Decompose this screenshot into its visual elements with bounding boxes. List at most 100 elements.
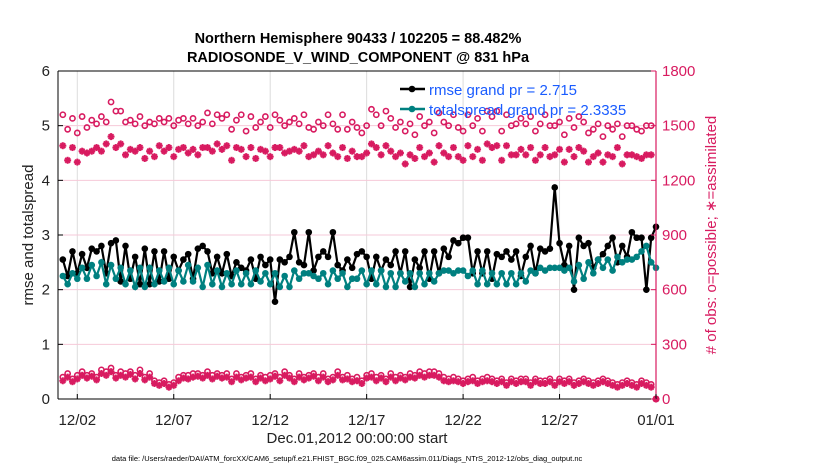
assimilated-marker	[204, 144, 211, 152]
assimilated-marker	[213, 140, 221, 148]
rmse-point	[64, 272, 71, 280]
rmse-point	[387, 261, 395, 269]
asterisk-stroke	[59, 377, 66, 384]
asterisk-stroke	[594, 149, 602, 157]
assimilated_lower-marker	[78, 371, 86, 379]
asterisk-stroke	[402, 160, 409, 168]
totalspread-point	[512, 280, 520, 288]
rmse-point	[372, 253, 380, 261]
possible-marker	[69, 114, 76, 122]
assimilated-marker	[223, 142, 231, 150]
possible-marker	[271, 111, 279, 119]
totalspread-point	[141, 283, 149, 291]
assimilated_lower-marker	[498, 378, 506, 386]
totalspread-point	[585, 259, 592, 266]
asterisk-stroke	[512, 151, 520, 158]
rmse-point	[570, 286, 578, 293]
assimilated-marker	[107, 133, 115, 141]
assimilated-marker	[411, 154, 419, 162]
assimilated-marker	[435, 142, 443, 150]
asterisk-stroke	[517, 146, 525, 153]
assimilated-marker	[464, 142, 472, 150]
rmse-point	[194, 245, 202, 252]
y2-axis-label: # of obs: o=possible; ∗=assimilated	[703, 116, 720, 355]
totalspread-point	[112, 275, 120, 283]
assimilated-marker	[584, 158, 592, 166]
totalspread-point	[551, 264, 559, 272]
possible-marker	[372, 111, 380, 119]
possible-marker	[199, 118, 207, 126]
legend-spread-marker	[408, 105, 416, 113]
assimilated-marker	[184, 149, 192, 157]
y2-tick-label: 300	[662, 336, 687, 353]
possible-marker	[421, 122, 428, 130]
y2-tick-label: 600	[662, 282, 687, 299]
assimilated-marker	[474, 145, 482, 153]
legend-rmse-label: rmse grand pr = 2.715	[429, 82, 577, 99]
totalspread-point	[353, 275, 361, 283]
totalspread-point	[508, 269, 515, 277]
rmse-point	[508, 256, 515, 263]
totalspread-point	[469, 267, 477, 274]
possible-marker	[464, 111, 472, 119]
assimilated-marker	[208, 147, 216, 155]
rmse-point	[411, 256, 419, 263]
asterisk-stroke	[271, 373, 279, 380]
assimilated_lower-marker	[199, 374, 207, 382]
possible-marker	[276, 116, 284, 124]
totalspread-point	[493, 280, 501, 288]
totalspread-point	[609, 267, 616, 274]
asterisk-stroke	[426, 149, 433, 157]
totalspread-point	[421, 280, 428, 288]
asterisk-stroke	[267, 153, 274, 160]
assimilated-marker	[295, 147, 303, 155]
possible-marker	[589, 125, 597, 133]
rmse-point	[131, 253, 139, 261]
possible-marker	[425, 118, 433, 126]
rmse-point	[107, 239, 115, 247]
possible-marker	[208, 120, 216, 128]
possible-marker	[503, 111, 510, 119]
asterisk-stroke	[170, 153, 177, 160]
asterisk-stroke	[551, 151, 558, 158]
asterisk-stroke	[392, 153, 399, 160]
asterisk-stroke	[406, 151, 414, 158]
assimilated-marker	[73, 158, 81, 166]
totalspread-point	[643, 242, 650, 250]
possible-marker	[257, 118, 264, 126]
possible-marker	[406, 120, 414, 128]
possible-marker	[565, 114, 573, 122]
asterisk-stroke	[363, 149, 370, 157]
possible-marker	[204, 109, 211, 117]
assimilated_lower-marker	[435, 373, 443, 381]
totalspread-point	[281, 272, 288, 280]
assimilated-marker	[531, 156, 539, 164]
asterisk-stroke	[643, 151, 650, 158]
asterisk-stroke	[479, 157, 486, 164]
possible-marker	[343, 125, 351, 133]
assimilated_lower-marker	[266, 375, 274, 383]
assimilated-marker	[59, 142, 67, 150]
rmse-point	[69, 248, 76, 255]
totalspread-point	[122, 280, 129, 288]
totalspread-point	[450, 269, 457, 277]
asterisk-stroke	[170, 382, 177, 389]
assimilated-marker	[536, 151, 544, 159]
asterisk-stroke	[450, 377, 457, 384]
asterisk-stroke	[141, 376, 148, 384]
asterisk-stroke	[103, 372, 110, 379]
possible-marker	[281, 122, 289, 130]
possible-marker	[474, 114, 481, 122]
totalspread-point	[479, 267, 486, 274]
rmse-point	[334, 261, 342, 269]
assimilated-marker	[242, 153, 250, 161]
assimilated-marker	[445, 153, 453, 161]
asterisk-stroke	[151, 153, 158, 160]
possible-marker	[141, 122, 149, 130]
totalspread-point	[358, 267, 366, 274]
assimilated_lower-marker	[131, 375, 139, 383]
asterisk-stroke	[180, 144, 187, 151]
totalspread-point	[561, 267, 568, 274]
asterisk-stroke	[146, 373, 153, 381]
asterisk-stroke	[387, 373, 394, 381]
